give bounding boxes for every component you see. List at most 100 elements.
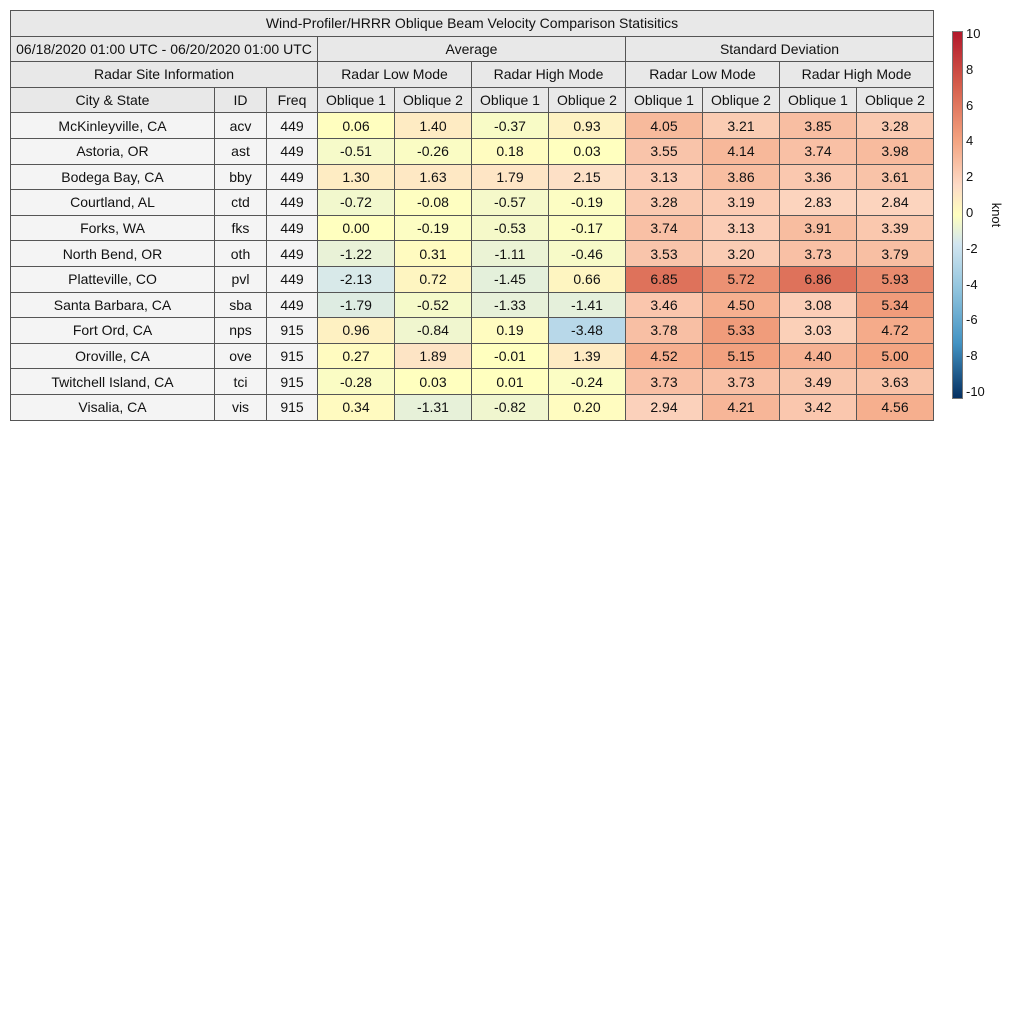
site-freq: 449 (266, 214, 318, 242)
col-header-avg-high-oblique-1: Oblique 1 (471, 86, 549, 114)
value-cell-avg-high-oblique-2: 0.20 (548, 393, 626, 421)
table-row: Forks, WA fks 449 0.00 -0.19 -0.53 -0.17 3.74 3.… (10, 214, 934, 242)
colorbar-tick-label: 0 (966, 205, 974, 220)
value-cell-std-high-oblique-2: 3.39 (856, 214, 934, 242)
col-header-std-high-oblique-1: Oblique 1 (779, 86, 857, 114)
table-row: Visalia, CA vis 915 0.34 -1.31 -0.82 0.20 2.94 4… (10, 393, 934, 421)
site-id: nps (214, 317, 267, 344)
colorbar-tick-label: -8 (966, 348, 978, 364)
site-city: Santa Barbara, CA (10, 291, 215, 319)
colorbar-unit-label: knot (989, 202, 1004, 228)
value-cell-std-high-oblique-1: 3.36 (779, 163, 857, 191)
value-cell-std-low-oblique-2: 4.21 (702, 393, 780, 421)
value-cell-std-high-oblique-1: 2.83 (779, 189, 857, 216)
value-cell-avg-low-oblique-2: 1.63 (394, 163, 472, 191)
std-low-mode-header: Radar Low Mode (625, 61, 780, 88)
site-city: North Bend, OR (10, 240, 215, 267)
value-cell-avg-low-oblique-2: 0.72 (394, 265, 472, 293)
value-cell-avg-high-oblique-1: -0.01 (471, 342, 549, 370)
site-id: bby (214, 163, 267, 191)
colorbar-tick-label: 8 (966, 61, 974, 77)
value-cell-avg-high-oblique-2: 0.03 (548, 137, 626, 165)
value-cell-std-low-oblique-2: 4.14 (702, 137, 780, 165)
site-id: ctd (214, 189, 267, 216)
std-high-mode-header: Radar High Mode (779, 61, 934, 88)
value-cell-avg-high-oblique-2: 0.93 (548, 112, 626, 139)
value-cell-std-low-oblique-1: 2.94 (625, 393, 703, 421)
value-cell-avg-low-oblique-1: 0.27 (317, 342, 395, 370)
value-cell-avg-high-oblique-2: -1.41 (548, 291, 626, 319)
date-range: 06/18/2020 01:00 UTC - 06/20/2020 01:00 … (10, 35, 318, 63)
value-cell-std-low-oblique-2: 3.73 (702, 368, 780, 395)
value-cell-std-high-oblique-2: 4.56 (856, 393, 934, 421)
value-cell-std-high-oblique-2: 4.72 (856, 317, 934, 344)
site-freq: 449 (266, 291, 318, 319)
site-freq: 449 (266, 189, 318, 216)
value-cell-std-low-oblique-1: 3.28 (625, 189, 703, 216)
table-row: McKinleyville, CA acv 449 0.06 1.40 -0.37 0.93… (10, 112, 934, 139)
value-cell-avg-low-oblique-1: -2.13 (317, 265, 395, 293)
site-city: Bodega Bay, CA (10, 163, 215, 191)
value-cell-avg-high-oblique-1: -0.82 (471, 393, 549, 421)
col-header-std-low-oblique-1: Oblique 1 (625, 86, 703, 114)
site-id: oth (214, 240, 267, 267)
value-cell-avg-high-oblique-2: -0.19 (548, 189, 626, 216)
site-city: Oroville, CA (10, 342, 215, 370)
table-title: Wind-Profiler/HRRR Oblique Beam Velocity… (10, 10, 934, 37)
value-cell-std-low-oblique-2: 3.86 (702, 163, 780, 191)
value-cell-std-low-oblique-2: 3.19 (702, 189, 780, 216)
value-cell-std-low-oblique-1: 3.78 (625, 317, 703, 344)
value-cell-std-low-oblique-2: 5.33 (702, 317, 780, 344)
value-cell-std-low-oblique-2: 5.72 (702, 265, 780, 293)
value-cell-std-high-oblique-1: 3.42 (779, 393, 857, 421)
value-cell-std-high-oblique-1: 3.49 (779, 368, 857, 395)
col-header-avg-high-oblique-2: Oblique 2 (548, 86, 626, 114)
value-cell-avg-high-oblique-2: -0.46 (548, 240, 626, 267)
value-cell-avg-high-oblique-1: 0.18 (471, 137, 549, 165)
col-header-std-low-oblique-2: Oblique 2 (702, 86, 780, 114)
value-cell-avg-high-oblique-1: -0.57 (471, 189, 549, 216)
value-cell-avg-low-oblique-2: -1.31 (394, 393, 472, 421)
value-cell-std-low-oblique-2: 5.15 (702, 342, 780, 370)
value-cell-avg-high-oblique-1: -1.45 (471, 265, 549, 293)
std-deviation-header: Standard Deviation (625, 35, 934, 63)
colorbar-tick-label: -4 (966, 276, 978, 292)
value-cell-avg-high-oblique-2: 0.66 (548, 265, 626, 293)
value-cell-avg-low-oblique-1: -0.28 (317, 368, 395, 395)
colorbar-tick-label: 2 (966, 169, 974, 185)
value-cell-avg-high-oblique-1: -1.11 (471, 240, 549, 267)
value-cell-std-high-oblique-1: 6.86 (779, 265, 857, 293)
site-id: vis (214, 393, 267, 421)
value-cell-std-high-oblique-2: 3.98 (856, 137, 934, 165)
value-cell-avg-high-oblique-1: 0.01 (471, 368, 549, 395)
site-freq: 915 (266, 342, 318, 370)
value-cell-avg-low-oblique-2: -0.52 (394, 291, 472, 319)
value-cell-avg-low-oblique-2: -0.19 (394, 214, 472, 242)
table-row: Bodega Bay, CA bby 449 1.30 1.63 1.79 2.15 3.13… (10, 163, 934, 191)
colorbar-tick-label: -2 (966, 240, 978, 256)
value-cell-std-low-oblique-1: 3.55 (625, 137, 703, 165)
table-row: North Bend, OR oth 449 -1.22 0.31 -1.11 -0.46 3… (10, 240, 934, 267)
site-city: Twitchell Island, CA (10, 368, 215, 395)
site-id: ove (214, 342, 267, 370)
value-cell-avg-high-oblique-2: -0.17 (548, 214, 626, 242)
value-cell-avg-low-oblique-1: 0.00 (317, 214, 395, 242)
value-cell-std-high-oblique-1: 4.40 (779, 342, 857, 370)
value-cell-std-high-oblique-2: 3.28 (856, 112, 934, 139)
site-id: acv (214, 112, 267, 139)
site-freq: 449 (266, 112, 318, 139)
site-freq: 915 (266, 393, 318, 421)
colorbar-tick-label: 4 (966, 133, 974, 149)
value-cell-avg-high-oblique-1: 1.79 (471, 163, 549, 191)
value-cell-std-low-oblique-1: 3.74 (625, 214, 703, 242)
site-id: sba (214, 291, 267, 319)
value-cell-avg-high-oblique-1: -0.37 (471, 112, 549, 139)
value-cell-std-low-oblique-1: 3.53 (625, 240, 703, 267)
site-freq: 449 (266, 240, 318, 267)
col-header-id: ID (214, 86, 267, 114)
site-city: Platteville, CO (10, 265, 215, 293)
colorbar-tick-label: -10 (966, 384, 985, 399)
site-id: tci (214, 368, 267, 395)
avg-low-mode-header: Radar Low Mode (317, 61, 472, 88)
value-cell-avg-low-oblique-1: 0.96 (317, 317, 395, 344)
